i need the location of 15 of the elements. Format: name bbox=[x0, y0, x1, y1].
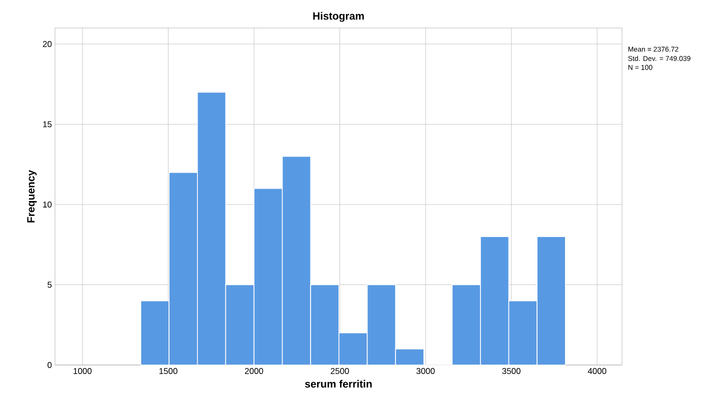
y-axis-title: Frequency bbox=[27, 170, 37, 222]
y-tick-label: 5 bbox=[48, 282, 52, 288]
x-tick-label: 1500 bbox=[159, 368, 178, 374]
x-axis-title: serum ferritin bbox=[305, 380, 372, 388]
x-tick-label: 3000 bbox=[416, 368, 435, 374]
chart-title: Histogram bbox=[313, 12, 364, 22]
y-tick-label: 10 bbox=[43, 202, 52, 208]
x-tick-label: 2000 bbox=[244, 368, 264, 374]
x-tick-label: 3500 bbox=[502, 368, 520, 374]
x-tick-label: 1000 bbox=[74, 368, 92, 374]
y-tick-label: 0 bbox=[48, 362, 52, 368]
x-tick-label: 4000 bbox=[588, 368, 606, 374]
y-tick-label: 15 bbox=[43, 121, 52, 128]
x-tick-label: 2500 bbox=[330, 368, 349, 374]
y-tick-label: 20 bbox=[42, 41, 52, 48]
